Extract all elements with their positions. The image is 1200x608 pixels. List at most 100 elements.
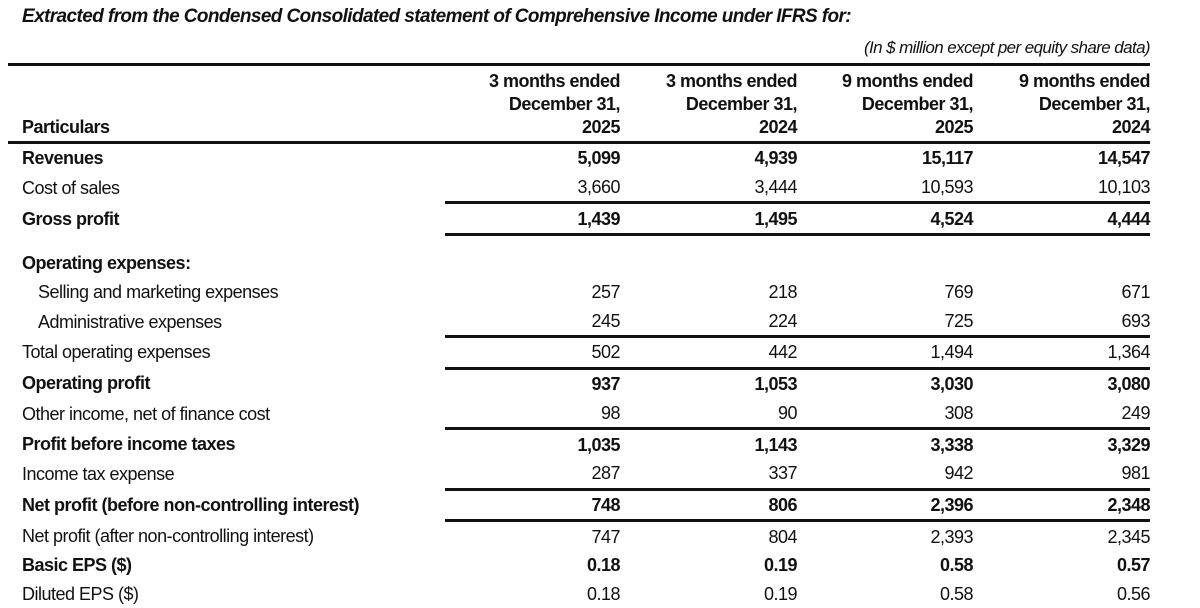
row-value: 2,396 xyxy=(797,487,974,521)
row-value: 218 xyxy=(768,282,797,303)
row-value: 502 xyxy=(445,335,621,369)
header-date: December 31, xyxy=(861,94,974,114)
table-row: Revenues 5,099 4,939 15,117 14,547 xyxy=(8,143,1151,173)
row-value: 10,593 xyxy=(920,177,974,198)
row-value: 4,939 xyxy=(754,148,797,169)
table-row: Selling and marketing expenses 257 218 769 6… xyxy=(8,278,1151,307)
row-value: 3,030 xyxy=(797,366,974,399)
header-period: 9 months ended xyxy=(841,71,974,91)
header-date: December 31, xyxy=(1038,94,1151,114)
row-value: 981 xyxy=(1121,463,1150,484)
row-label: Operating profit xyxy=(22,373,151,394)
header-column: 9 months ended December 31, 2025 xyxy=(797,65,974,143)
table-row: Net profit (after non-controlling intere… xyxy=(8,519,1151,551)
table-row: Operating profit 937 1,053 3,030 3,080 xyxy=(8,366,1151,399)
header-period: 3 months ended xyxy=(488,71,621,91)
row-label: Administrative expenses xyxy=(38,311,222,332)
table-row: Total operating expenses 502 442 1,494 1,364 xyxy=(8,335,1151,369)
row-value: 747 xyxy=(445,519,621,551)
row-value: 806 xyxy=(620,487,798,521)
header-column: 3 months ended December 31, 2025 xyxy=(445,65,621,143)
row-value: 1,494 xyxy=(797,335,974,369)
row-value: 0.58 xyxy=(939,555,974,576)
row-label: Revenues xyxy=(22,148,104,169)
row-value: 3,329 xyxy=(973,427,1151,459)
row-value: 3,080 xyxy=(973,366,1151,399)
table-row: Income tax expense 287 337 942 981 xyxy=(8,459,1151,489)
spacer-row xyxy=(8,235,1150,250)
statement-title: Extracted from the Condensed Consolidate… xyxy=(22,6,852,27)
row-value: 942 xyxy=(944,463,973,484)
table-row: Administrative expenses 245 224 725 693 xyxy=(8,306,1151,336)
row-value: 3,338 xyxy=(797,427,974,459)
header-period: 3 months ended xyxy=(665,71,798,91)
row-value: 0.18 xyxy=(586,555,621,576)
row-value: 1,143 xyxy=(620,427,798,459)
row-value xyxy=(973,249,1150,278)
header-column: 9 months ended December 31, 2024 xyxy=(973,65,1151,143)
row-label: Net profit (before non-controlling inter… xyxy=(22,494,359,515)
row-value: 2,345 xyxy=(973,519,1151,551)
row-label: Total operating expenses xyxy=(22,342,211,363)
row-value: 0.18 xyxy=(586,583,621,604)
row-label: Gross profit xyxy=(22,208,120,229)
row-value: 3,660 xyxy=(577,177,620,198)
row-value: 14,547 xyxy=(1097,148,1151,169)
row-value: 257 xyxy=(591,282,620,303)
row-value: 937 xyxy=(445,366,621,399)
table-row: Cost of sales 3,660 3,444 10,593 10,103 xyxy=(8,173,1151,203)
row-value: 15,117 xyxy=(921,148,974,169)
units-note: (In $ million except per equity share da… xyxy=(863,38,1151,57)
row-label: Diluted EPS ($) xyxy=(22,583,139,604)
row-label: Operating expenses: xyxy=(22,253,191,274)
row-value xyxy=(445,249,620,278)
row-value: 10,103 xyxy=(1097,177,1151,198)
row-value: 337 xyxy=(768,463,797,484)
row-value: 671 xyxy=(1121,282,1150,303)
row-value: 98 xyxy=(600,402,621,423)
header-date: December 31, xyxy=(508,94,621,114)
header-column: 3 months ended December 31, 2024 xyxy=(620,65,798,143)
row-value: 249 xyxy=(1121,402,1150,423)
row-value: 1,439 xyxy=(445,201,621,237)
row-label: Selling and marketing expenses xyxy=(38,282,279,303)
header-year: 2025 xyxy=(934,117,974,137)
table-row: Profit before income taxes 1,035 1,143 3,33… xyxy=(8,427,1151,459)
row-value: 224 xyxy=(768,310,797,331)
income-statement-table: Particulars 3 months ended December 31, 20… xyxy=(8,63,1151,608)
row-value: 0.58 xyxy=(939,583,974,604)
row-value: 1,035 xyxy=(445,427,621,459)
row-value: 748 xyxy=(445,487,621,521)
row-value: 90 xyxy=(777,402,798,423)
row-value: 0.57 xyxy=(1116,555,1151,576)
table-header-row: Particulars 3 months ended December 31, 20… xyxy=(8,64,1151,143)
row-label: Other income, net of finance cost xyxy=(22,403,270,424)
row-label: Profit before income taxes xyxy=(22,433,236,454)
row-value xyxy=(797,249,973,278)
row-value: 0.56 xyxy=(1116,583,1151,604)
header-particulars: Particulars xyxy=(22,117,110,137)
row-value: 769 xyxy=(944,282,973,303)
row-value: 1,495 xyxy=(620,201,798,237)
header-year: 2024 xyxy=(1111,117,1151,137)
header-year: 2024 xyxy=(758,117,798,137)
row-label: Income tax expense xyxy=(22,463,175,484)
row-value: 693 xyxy=(1121,310,1150,331)
row-value xyxy=(620,249,797,278)
row-label: Cost of sales xyxy=(22,177,120,198)
row-value: 3,444 xyxy=(754,177,797,198)
row-value: 725 xyxy=(944,310,973,331)
row-value: 4,444 xyxy=(973,201,1151,237)
row-value: 442 xyxy=(620,335,798,369)
header-date: December 31, xyxy=(685,94,798,114)
table-row: Operating expenses: xyxy=(8,249,1150,278)
row-value: 5,099 xyxy=(577,148,620,169)
row-value: 308 xyxy=(944,402,973,423)
table-row: Net profit (before non-controlling inter… xyxy=(8,487,1151,521)
row-value: 0.19 xyxy=(763,555,798,576)
header-year: 2025 xyxy=(581,117,621,137)
table-row: Other income, net of finance cost 98 90 308… xyxy=(8,399,1151,429)
row-value: 2,348 xyxy=(973,487,1151,521)
table-row: Diluted EPS ($) 0.18 0.19 0.58 0.56 xyxy=(8,580,1151,608)
spacer xyxy=(8,235,1150,250)
